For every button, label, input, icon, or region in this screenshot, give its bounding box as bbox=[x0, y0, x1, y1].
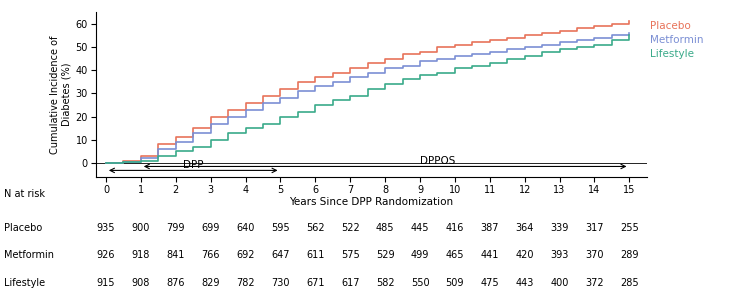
Text: 317: 317 bbox=[585, 223, 603, 233]
Text: 465: 465 bbox=[445, 250, 465, 260]
Text: 782: 782 bbox=[236, 278, 255, 288]
Text: 699: 699 bbox=[201, 223, 220, 233]
Text: 617: 617 bbox=[341, 278, 359, 288]
Text: Lifestyle: Lifestyle bbox=[650, 49, 695, 59]
Text: 730: 730 bbox=[271, 278, 290, 288]
Text: 339: 339 bbox=[551, 223, 569, 233]
Text: 908: 908 bbox=[132, 278, 150, 288]
Text: DPPOS: DPPOS bbox=[420, 156, 455, 166]
Text: 393: 393 bbox=[551, 250, 569, 260]
Text: N at risk: N at risk bbox=[4, 189, 45, 199]
Text: 475: 475 bbox=[481, 278, 499, 288]
Text: 289: 289 bbox=[620, 250, 639, 260]
Text: 876: 876 bbox=[167, 278, 185, 288]
Text: Metformin: Metformin bbox=[650, 35, 704, 45]
Text: 582: 582 bbox=[376, 278, 395, 288]
Text: Placebo: Placebo bbox=[650, 21, 691, 31]
Text: 400: 400 bbox=[551, 278, 569, 288]
Text: 915: 915 bbox=[97, 278, 115, 288]
Text: 900: 900 bbox=[132, 223, 150, 233]
Text: 640: 640 bbox=[237, 223, 255, 233]
Text: 372: 372 bbox=[585, 278, 603, 288]
Text: 829: 829 bbox=[201, 278, 220, 288]
Text: 766: 766 bbox=[201, 250, 220, 260]
Text: Placebo: Placebo bbox=[4, 223, 42, 233]
Text: 926: 926 bbox=[97, 250, 115, 260]
Text: 799: 799 bbox=[167, 223, 185, 233]
Y-axis label: Cumulative Incidence of
Diabetes (%): Cumulative Incidence of Diabetes (%) bbox=[50, 35, 71, 154]
Text: 529: 529 bbox=[376, 250, 395, 260]
Text: 841: 841 bbox=[167, 250, 185, 260]
Text: 255: 255 bbox=[620, 223, 639, 233]
Text: Metformin: Metformin bbox=[4, 250, 54, 260]
X-axis label: Years Since DPP Randomization: Years Since DPP Randomization bbox=[289, 197, 453, 207]
Text: 416: 416 bbox=[445, 223, 464, 233]
Text: 420: 420 bbox=[515, 250, 534, 260]
Text: 441: 441 bbox=[481, 250, 499, 260]
Text: 562: 562 bbox=[306, 223, 325, 233]
Text: 285: 285 bbox=[620, 278, 639, 288]
Text: 692: 692 bbox=[237, 250, 255, 260]
Text: Lifestyle: Lifestyle bbox=[4, 278, 45, 288]
Text: 611: 611 bbox=[306, 250, 325, 260]
Text: DPP: DPP bbox=[183, 160, 204, 170]
Text: 445: 445 bbox=[411, 223, 429, 233]
Text: 550: 550 bbox=[411, 278, 429, 288]
Text: 647: 647 bbox=[271, 250, 290, 260]
Text: 364: 364 bbox=[515, 223, 534, 233]
Text: 387: 387 bbox=[481, 223, 499, 233]
Text: 575: 575 bbox=[341, 250, 359, 260]
Text: 595: 595 bbox=[271, 223, 290, 233]
Text: 485: 485 bbox=[376, 223, 395, 233]
Text: 935: 935 bbox=[97, 223, 115, 233]
Text: 499: 499 bbox=[411, 250, 429, 260]
Text: 370: 370 bbox=[585, 250, 603, 260]
Text: 918: 918 bbox=[132, 250, 150, 260]
Text: 671: 671 bbox=[306, 278, 325, 288]
Text: 443: 443 bbox=[515, 278, 534, 288]
Text: 522: 522 bbox=[341, 223, 359, 233]
Text: 509: 509 bbox=[445, 278, 465, 288]
